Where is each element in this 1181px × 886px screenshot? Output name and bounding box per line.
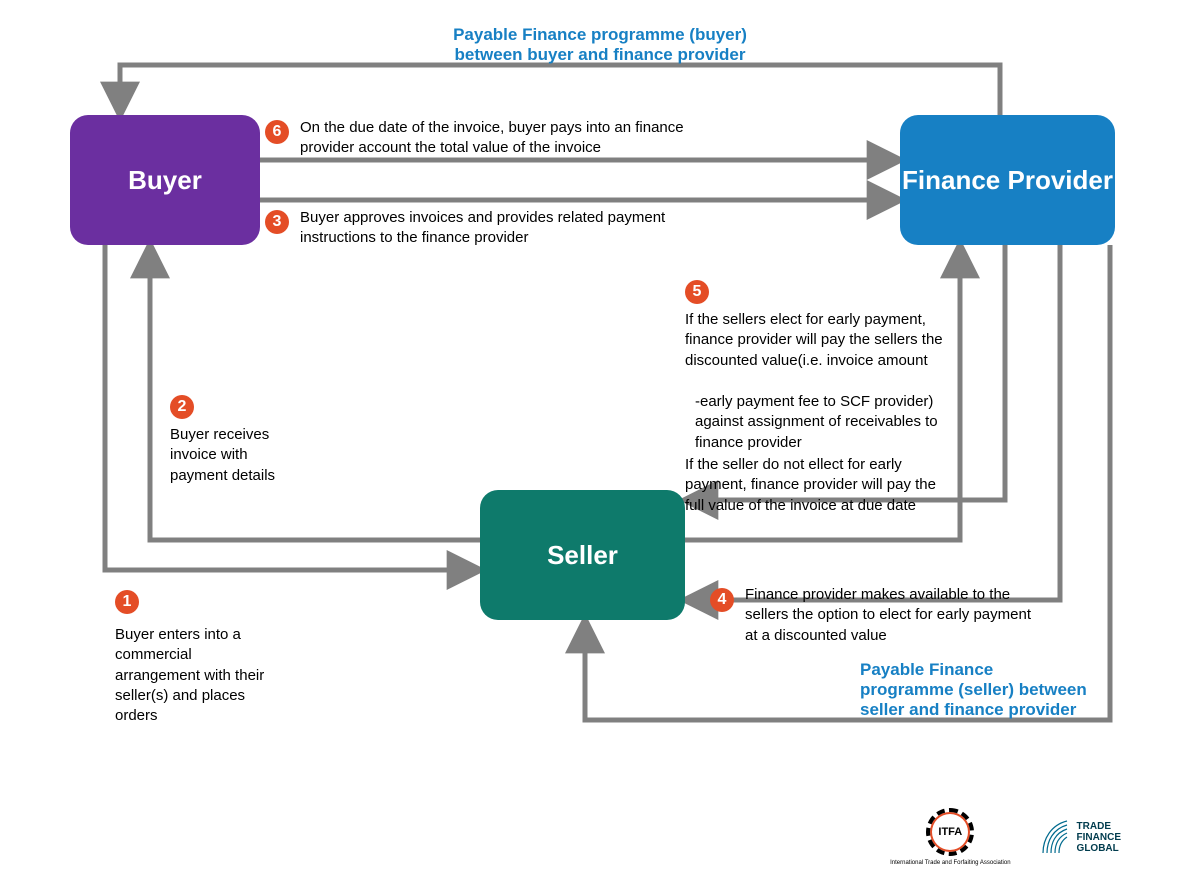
note-1: Buyer enters into a commercial arrangeme… <box>115 625 275 726</box>
note-2: Buyer receives invoice with payment deta… <box>170 425 290 486</box>
badge-3: 3 <box>265 210 289 234</box>
badge-4: 4 <box>710 588 734 612</box>
badge-5: 5 <box>685 280 709 304</box>
itfa-subtext: International Trade and Forfaiting Assoc… <box>890 860 1010 866</box>
badge-2: 2 <box>170 395 194 419</box>
note-6: On the due date of the invoice, buyer pa… <box>300 118 720 159</box>
box-finance-provider: Finance Provider <box>900 115 1115 245</box>
note-3: Buyer approves invoices and provides rel… <box>300 208 730 249</box>
note-4: Finance provider makes available to the … <box>745 585 1035 646</box>
tfg-line3: GLOBAL <box>1077 843 1121 854</box>
logo-itfa: ITFA International Trade and Forfaiting … <box>890 808 1010 866</box>
box-buyer: Buyer <box>70 115 260 245</box>
note-5b: -early payment fee to SCF provider) agai… <box>695 392 950 453</box>
tfg-mark-icon <box>1041 819 1069 855</box>
tfg-line2: FINANCE <box>1077 832 1121 843</box>
badge-1: 1 <box>115 590 139 614</box>
note-5a: If the sellers elect for early payment, … <box>685 310 945 371</box>
note-5c: If the seller do not ellect for early pa… <box>685 455 950 516</box>
footer-logos: ITFA International Trade and Forfaiting … <box>890 808 1121 866</box>
tfg-text: TRADE FINANCE GLOBAL <box>1077 821 1121 854</box>
tfg-line1: TRADE <box>1077 821 1121 832</box>
box-seller: Seller <box>480 490 685 620</box>
itfa-label: ITFA <box>938 826 962 838</box>
title-top: Payable Finance programme (buyer) betwee… <box>420 25 780 65</box>
title-bottom: Payable Finance programme (seller) betwe… <box>860 660 1090 720</box>
logo-tfg: TRADE FINANCE GLOBAL <box>1041 819 1121 855</box>
badge-6: 6 <box>265 120 289 144</box>
